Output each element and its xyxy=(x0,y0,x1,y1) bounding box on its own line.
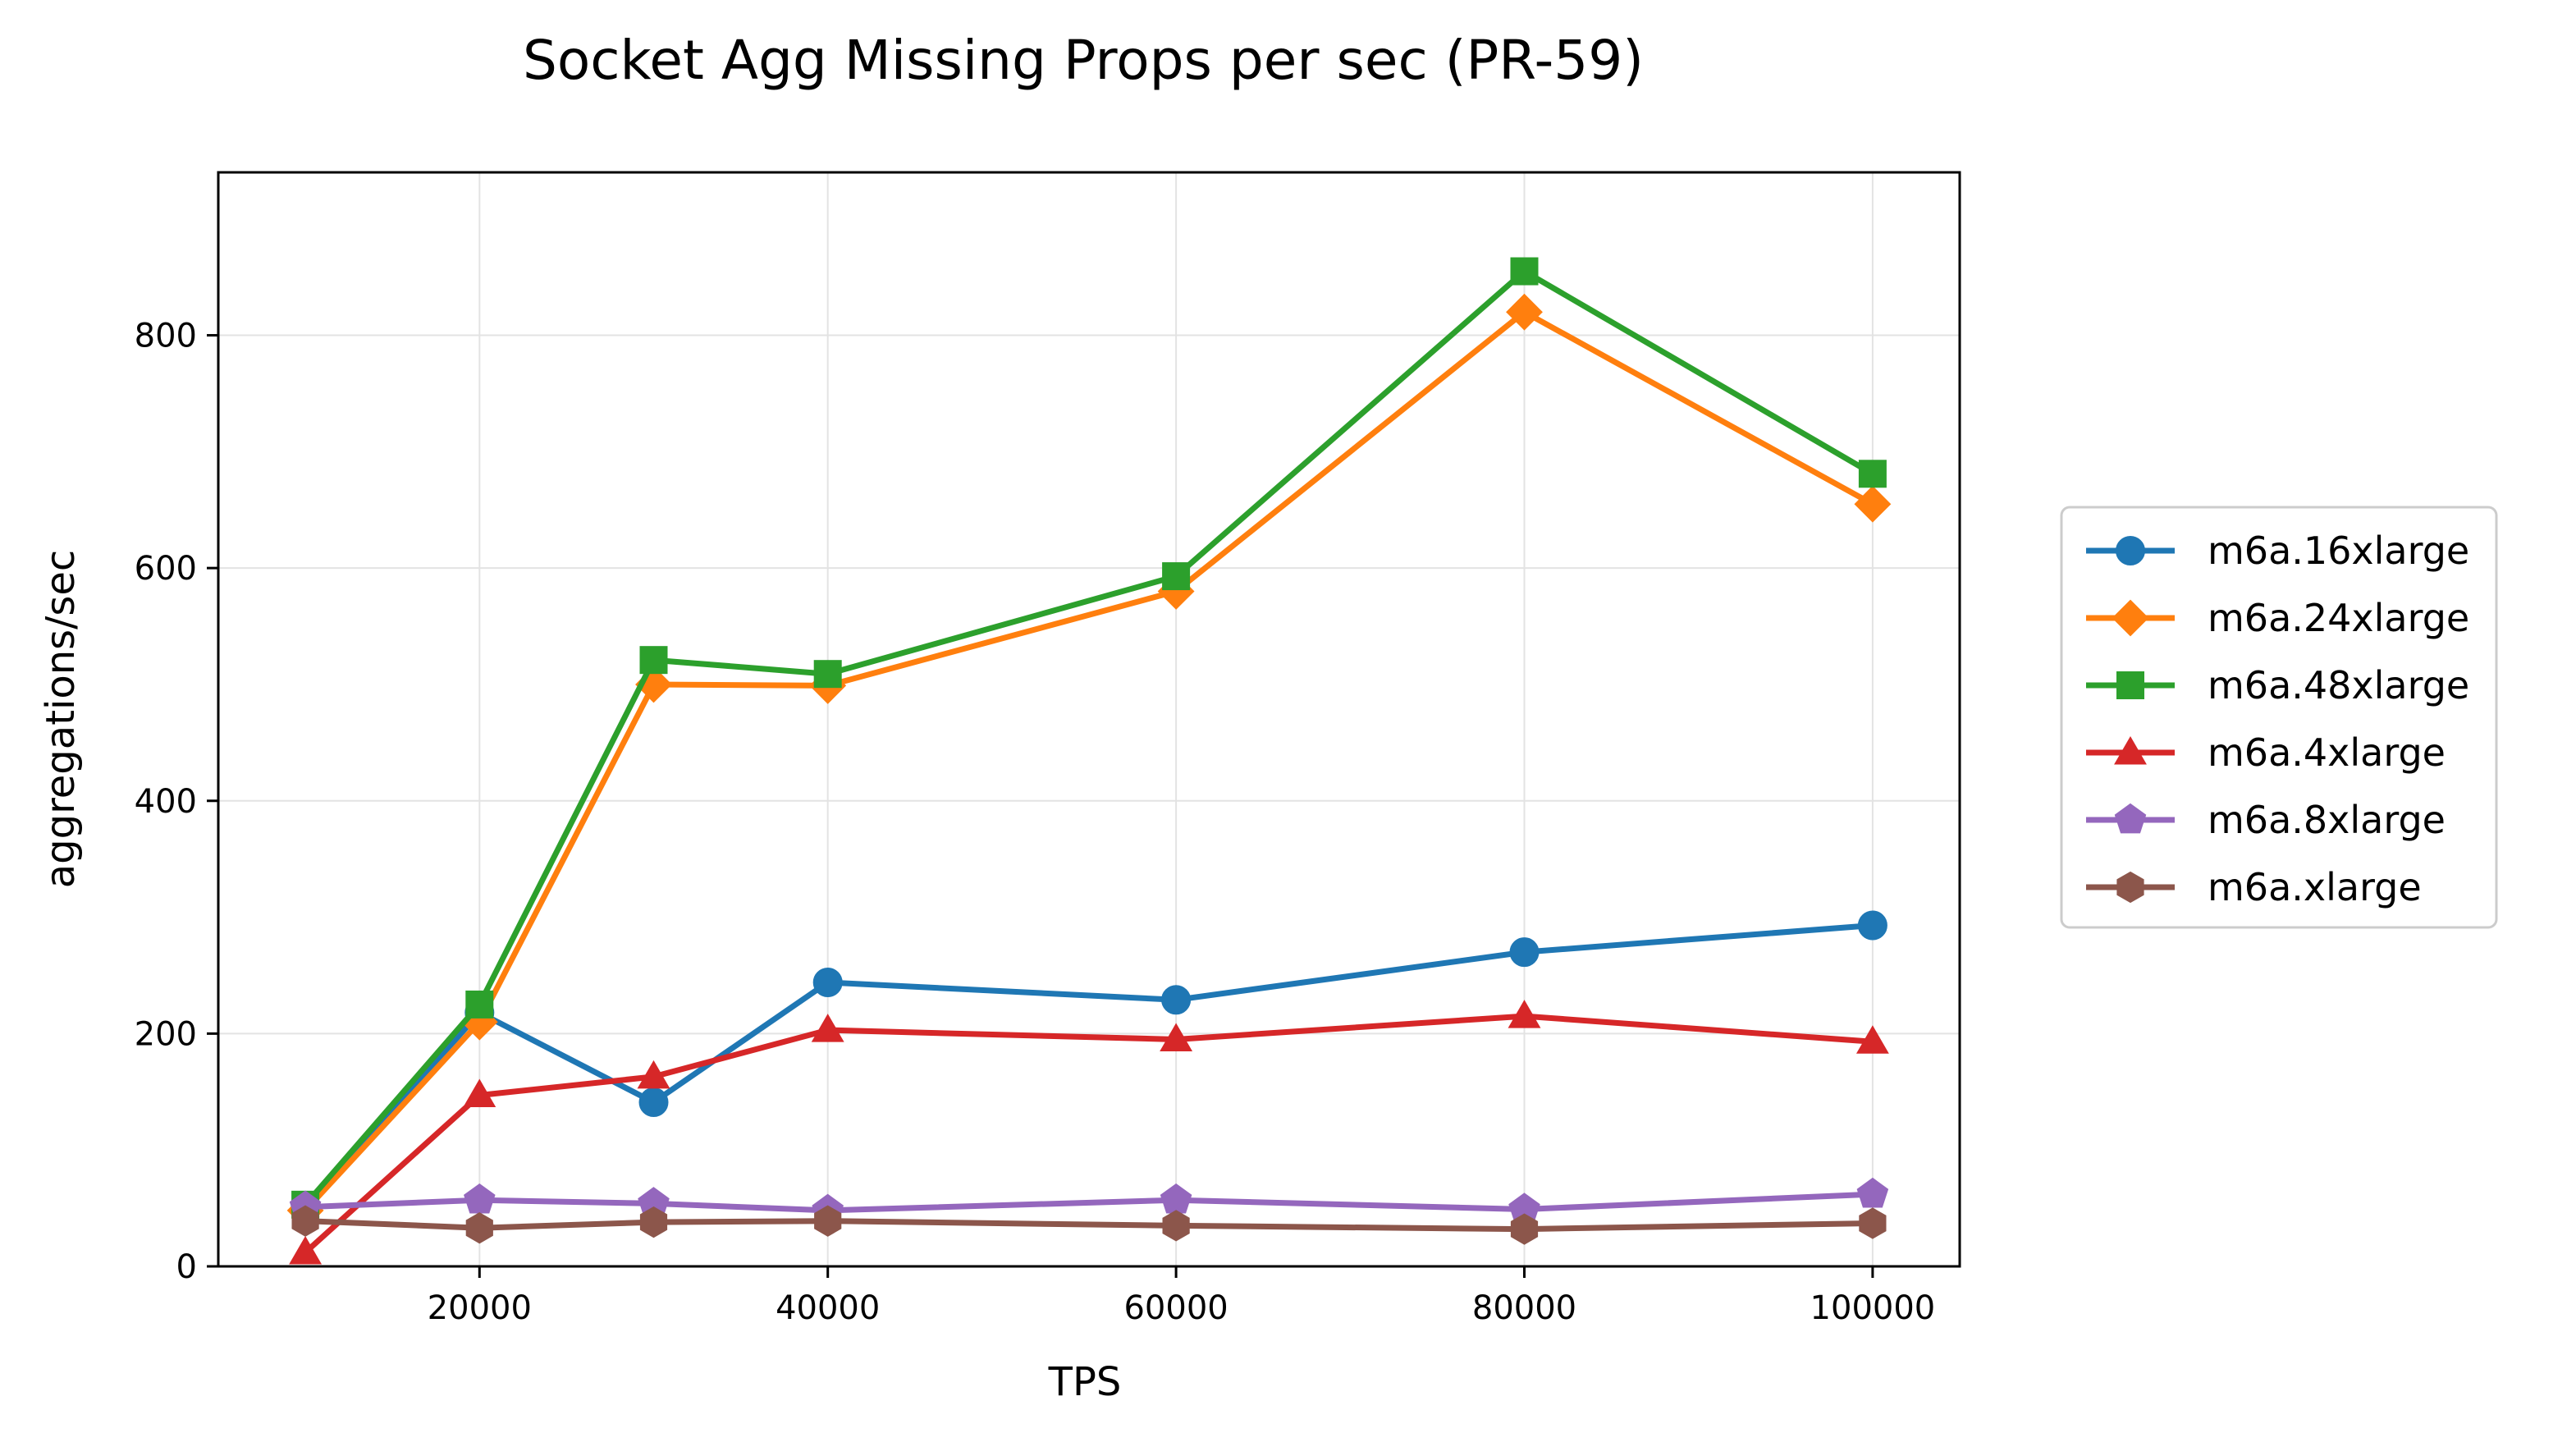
data-point xyxy=(639,1206,668,1238)
data-point xyxy=(1161,985,1192,1015)
y-axis: 0 200 400 600 800 xyxy=(135,318,218,1286)
series-layer xyxy=(286,257,1892,1265)
legend-label: m6a.16xlarge xyxy=(2208,529,2469,573)
y-tick-label: 400 xyxy=(135,783,197,821)
data-point xyxy=(1855,1025,1889,1054)
legend-label: m6a.48xlarge xyxy=(2208,663,2469,707)
legend-label: m6a.8xlarge xyxy=(2208,798,2446,842)
data-point xyxy=(1854,485,1892,523)
legend-item: m6a.xlarge xyxy=(2086,865,2422,909)
data-point xyxy=(1162,1210,1190,1242)
data-point xyxy=(1510,257,1539,286)
data-point xyxy=(1858,460,1887,488)
legend-label: m6a.4xlarge xyxy=(2208,730,2446,775)
legend-swatch-marker xyxy=(2114,736,2147,765)
data-point xyxy=(814,1205,842,1237)
data-point xyxy=(463,1078,496,1107)
x-tick-label: 40000 xyxy=(776,1289,880,1327)
x-tick-label: 60000 xyxy=(1123,1289,1228,1327)
data-point xyxy=(1509,937,1540,968)
legend: m6a.16xlarge m6a.24xlarge m6a.48xlarge m6a.… xyxy=(2060,506,2498,929)
data-point xyxy=(1857,910,1887,941)
plot-frame xyxy=(217,171,1961,1268)
data-point xyxy=(638,1087,669,1118)
chart-title: Socket Agg Missing Props per sec (PR-59) xyxy=(523,29,1644,92)
y-tick-label: 0 xyxy=(176,1248,197,1286)
legend-item: m6a.16xlarge xyxy=(2086,529,2469,573)
y-tick-label: 200 xyxy=(135,1015,197,1053)
x-tick-label: 80000 xyxy=(1472,1289,1576,1327)
data-point xyxy=(813,660,842,689)
data-point xyxy=(1856,1177,1889,1208)
data-point xyxy=(1510,1213,1539,1245)
data-point xyxy=(465,990,494,1019)
legend-item: m6a.48xlarge xyxy=(2086,663,2469,707)
legend-label: m6a.xlarge xyxy=(2208,865,2422,909)
data-point xyxy=(1859,1207,1887,1239)
data-point xyxy=(811,1014,844,1042)
x-tick-label: 20000 xyxy=(428,1289,532,1327)
data-point xyxy=(639,646,668,675)
y-tick-label: 600 xyxy=(135,550,197,588)
data-point xyxy=(1162,562,1191,591)
y-axis-label: aggregations/sec xyxy=(38,550,84,889)
series-m6a.xlarge xyxy=(291,1205,1887,1245)
data-point xyxy=(812,967,843,997)
legend-swatch-marker xyxy=(2116,536,2145,565)
data-point xyxy=(289,1236,323,1265)
y-tick-label: 800 xyxy=(135,318,197,355)
legend-item: m6a.4xlarge xyxy=(2086,730,2446,775)
data-point xyxy=(1160,1023,1193,1051)
legend-swatch-marker xyxy=(2116,671,2144,699)
x-axis-label: TPS xyxy=(1048,1359,1122,1405)
legend-item: m6a.24xlarge xyxy=(2086,596,2469,640)
data-point xyxy=(1506,293,1543,331)
data-point xyxy=(637,1060,670,1089)
x-tick-label: 100000 xyxy=(1810,1289,1936,1327)
x-axis: 20000 40000 60000 80000 100000 xyxy=(428,1266,1936,1327)
data-point xyxy=(465,1212,493,1244)
legend-swatch-marker xyxy=(2114,803,2147,834)
legend-swatch-marker xyxy=(2116,871,2144,904)
series-m6a.4xlarge xyxy=(289,1000,1889,1265)
data-point xyxy=(1508,1000,1541,1028)
legend-item: m6a.8xlarge xyxy=(2086,798,2446,842)
legend-swatch-marker xyxy=(2112,599,2149,637)
data-point xyxy=(291,1205,319,1237)
legend-label: m6a.24xlarge xyxy=(2208,596,2469,640)
